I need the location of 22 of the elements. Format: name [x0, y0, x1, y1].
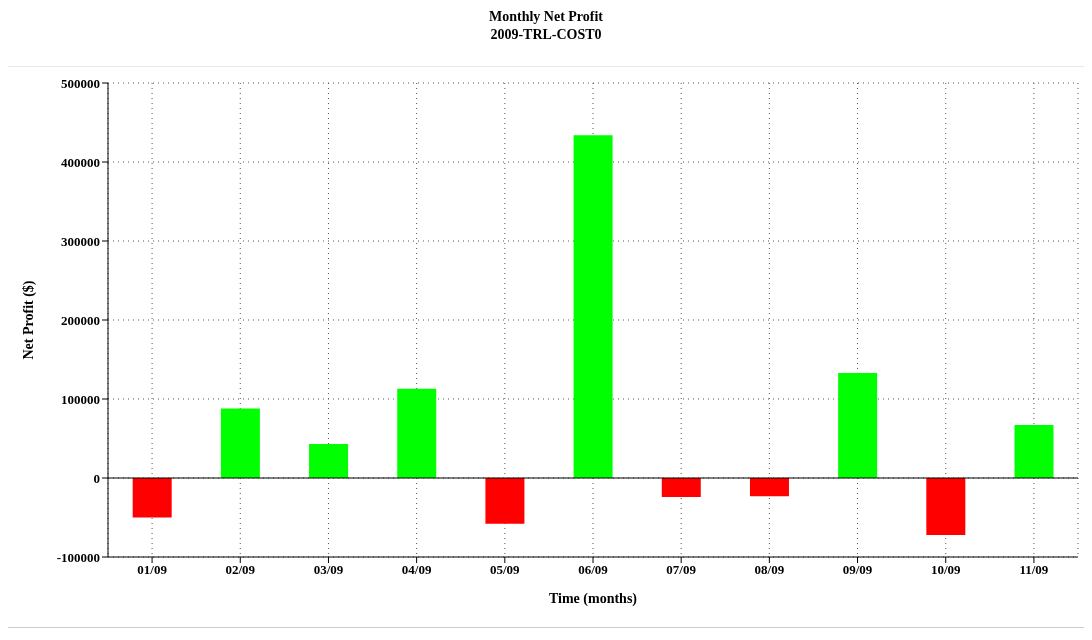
- x-tick-label: 07/09: [666, 562, 697, 578]
- x-tick-label: 11/09: [1019, 562, 1049, 578]
- x-tick-label: 10/09: [930, 562, 962, 578]
- x-tick-label: 08/09: [754, 562, 785, 578]
- chart-subtitle: 2009-TRL-COST0: [489, 26, 603, 44]
- x-tick-label: 09/09: [842, 562, 873, 578]
- chart-title: Monthly Net Profit: [487, 8, 605, 26]
- x-tick-label: 02/09: [225, 562, 256, 578]
- y-tick-label: 200000: [61, 312, 100, 328]
- x-axis-title: Time (months): [548, 591, 638, 607]
- y-tick-label: 400000: [61, 154, 100, 170]
- y-tick-label: -100000: [56, 549, 100, 565]
- y-tick-label: 500000: [61, 75, 100, 91]
- x-tick-label: 01/09: [137, 562, 168, 578]
- y-axis-title: Net Profit ($): [20, 280, 37, 360]
- x-tick-label: 05/09: [490, 562, 521, 578]
- x-tick-label: 03/09: [313, 562, 344, 578]
- y-tick-label: 300000: [61, 233, 100, 249]
- x-tick-label: 04/09: [401, 562, 432, 578]
- y-tick-label: 0: [93, 470, 100, 486]
- y-tick-label: 100000: [61, 391, 100, 407]
- x-tick-label: 06/09: [578, 562, 609, 578]
